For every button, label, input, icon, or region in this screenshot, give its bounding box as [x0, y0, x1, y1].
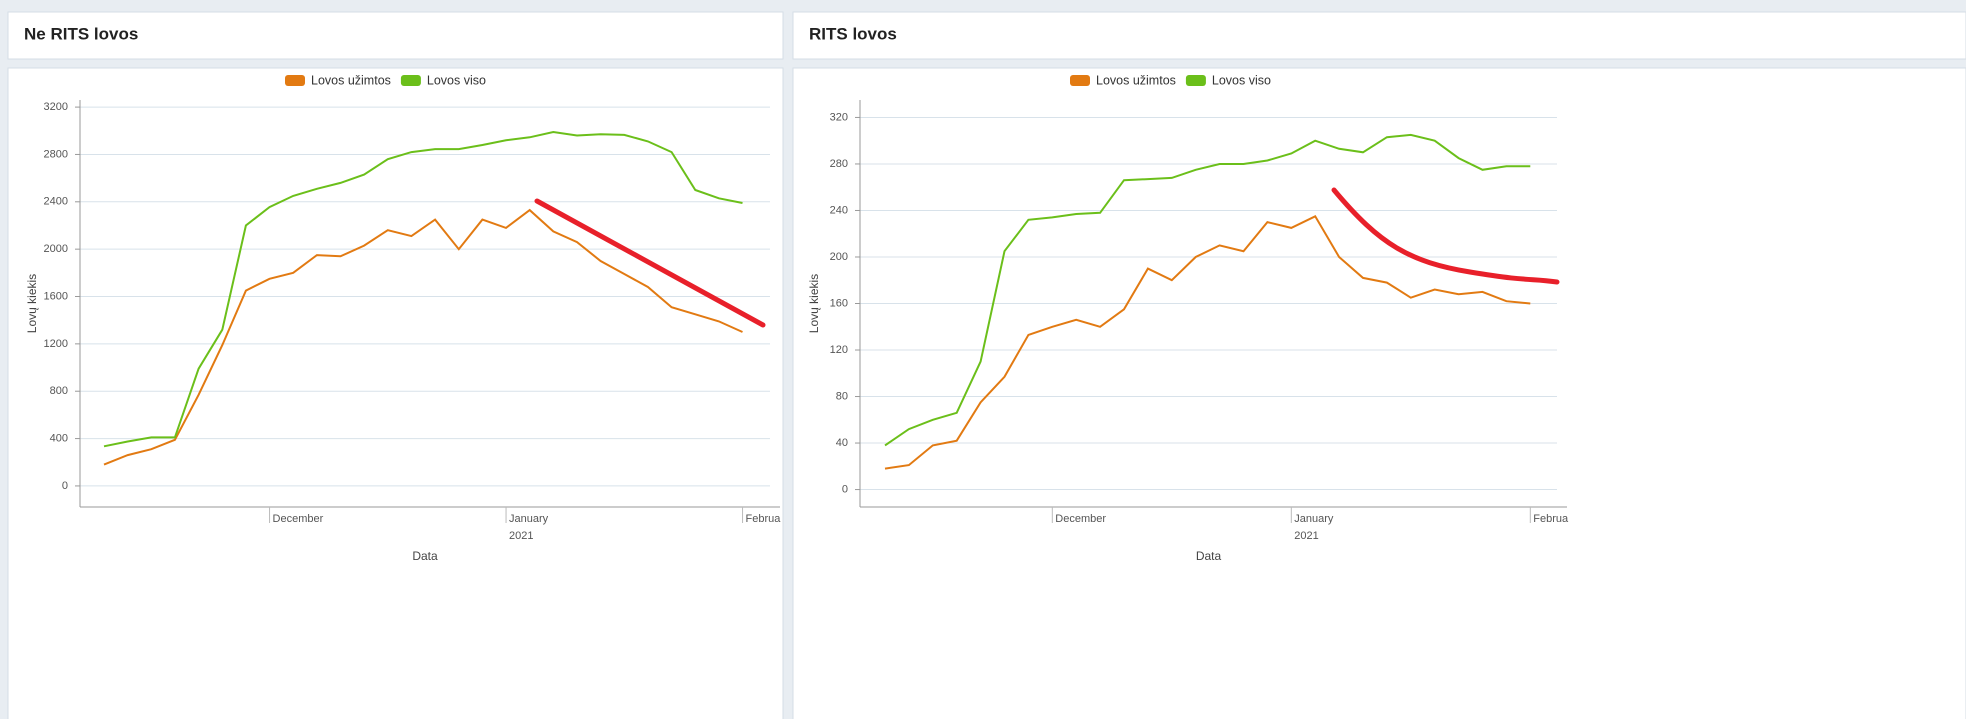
legend-label: Lovos viso: [427, 73, 486, 87]
trend-annotation: [1331, 187, 1560, 285]
x-tick-label: January: [509, 513, 549, 525]
x-tick-label: December: [273, 513, 324, 525]
legend-swatch: [285, 75, 305, 86]
x-tick-label: December: [1055, 513, 1106, 525]
x-year-label: 2021: [509, 530, 533, 542]
y-tick-label: 280: [830, 158, 848, 170]
y-tick-label: 2000: [44, 243, 68, 255]
panel-title: Ne RITS lovos: [24, 24, 138, 43]
y-tick-label: 200: [830, 251, 848, 263]
y-tick-label: 1600: [44, 290, 68, 302]
y-tick-label: 2400: [44, 196, 68, 208]
chart-panel: [7, 67, 784, 719]
y-tick-label: 800: [50, 385, 68, 397]
x-tick-label: Februa: [1533, 513, 1569, 525]
series-line: [884, 214, 1531, 470]
legend-label: Lovos užimtos: [1096, 73, 1176, 87]
series-line: [884, 133, 1531, 447]
x-tick-label: Februa: [746, 513, 782, 525]
y-tick-label: 240: [830, 204, 848, 216]
x-axis-title: Data: [1196, 549, 1222, 563]
panel-header: [7, 11, 784, 60]
x-axis-title: Data: [412, 549, 438, 563]
y-tick-label: 160: [830, 297, 848, 309]
legend-swatch: [400, 75, 421, 86]
y-tick-label: 40: [836, 437, 848, 449]
x-year-label: 2021: [1294, 530, 1318, 542]
y-tick-label: 2800: [44, 148, 68, 160]
y-tick-label: 3200: [44, 101, 68, 113]
y-axis-title: Lovų kiekis: [25, 274, 39, 333]
y-tick-label: 400: [50, 432, 68, 444]
y-tick-label: 1200: [44, 338, 68, 350]
y-tick-label: 120: [830, 344, 848, 356]
panel-header: [792, 11, 1966, 60]
x-tick-label: January: [1294, 513, 1334, 525]
legend-label: Lovos viso: [1212, 73, 1271, 87]
y-tick-label: 80: [836, 390, 848, 402]
y-axis-title: Lovų kiekis: [807, 274, 821, 333]
y-tick-label: 320: [830, 111, 848, 123]
y-tick-label: 0: [842, 483, 848, 495]
panel-title: RITS lovos: [809, 24, 897, 43]
trend-annotation: [534, 198, 766, 328]
legend-swatch: [1185, 75, 1206, 86]
legend-label: Lovos užimtos: [311, 73, 391, 87]
series-line: [103, 130, 743, 448]
chart-panel: [792, 67, 1966, 719]
legend-swatch: [1070, 75, 1090, 86]
y-tick-label: 0: [62, 480, 68, 492]
series-line: [103, 208, 743, 466]
